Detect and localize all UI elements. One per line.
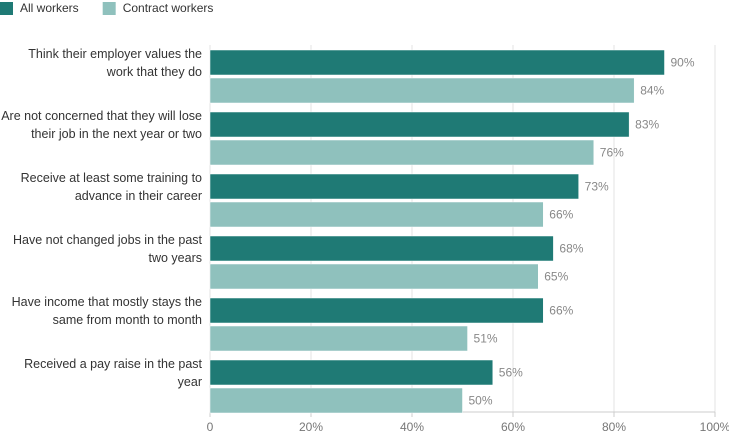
value-label: 65% (544, 270, 568, 284)
x-tick-label: 60% (501, 420, 525, 432)
bar (209, 111, 630, 138)
value-label: 68% (559, 242, 583, 256)
value-label: 84% (640, 84, 664, 98)
legend-label: All workers (20, 1, 79, 15)
legend-label: Contract workers (123, 1, 214, 15)
x-tick-label: 40% (400, 420, 424, 432)
value-label: 83% (635, 118, 659, 132)
bar (209, 201, 544, 228)
value-label: 50% (469, 394, 493, 408)
bar (209, 387, 463, 414)
category-label: Have income that mostly stays the same f… (11, 294, 202, 327)
bar (209, 359, 494, 386)
value-label: 66% (549, 304, 573, 318)
bar (209, 77, 635, 104)
legend-swatch (0, 2, 13, 15)
bar (209, 263, 539, 290)
value-label: 51% (474, 332, 498, 346)
bar (209, 49, 665, 76)
bar (209, 235, 554, 262)
legend-swatch (102, 2, 116, 15)
x-tick-label: 0 (207, 420, 214, 432)
value-label: 90% (671, 56, 695, 70)
value-label: 66% (549, 208, 573, 222)
category-label: Have not changed jobs in the past two ye… (12, 232, 202, 265)
category-label: Receive at least some training to advanc… (20, 170, 202, 203)
x-tick-label: 80% (602, 420, 626, 432)
category-label: Received a pay raise in the past year (24, 356, 202, 389)
x-tick-label: 20% (299, 420, 323, 432)
x-tick-label: 100% (700, 420, 729, 432)
category-label: Are not concerned that they will lose th… (1, 108, 202, 141)
value-label: 56% (499, 366, 523, 380)
value-label: 73% (585, 180, 609, 194)
bar (209, 139, 595, 166)
category-label: Think their employer values the work tha… (28, 46, 202, 79)
bar (209, 297, 544, 324)
bar (209, 173, 579, 200)
value-label: 76% (600, 146, 624, 160)
bar (209, 325, 468, 352)
